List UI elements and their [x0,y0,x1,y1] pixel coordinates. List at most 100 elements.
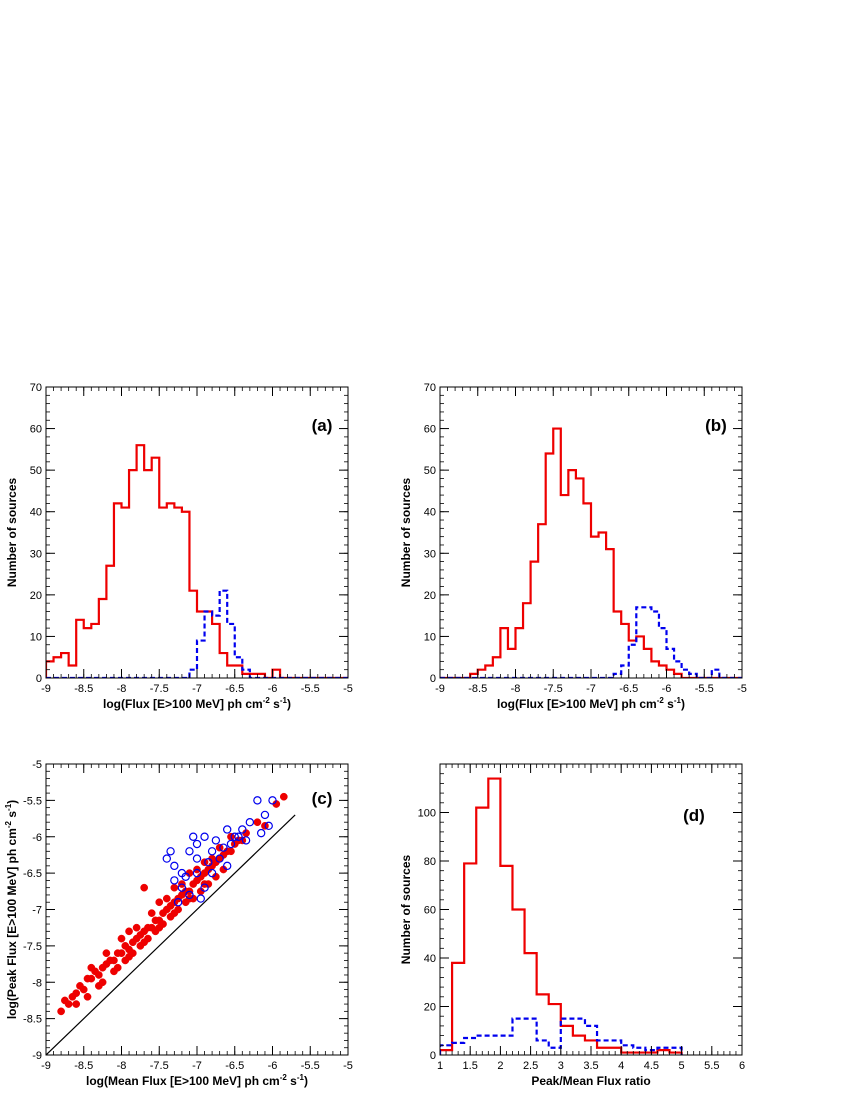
x-tick-label: -5 [737,683,747,695]
x-tick-label: 2.5 [523,1060,538,1072]
scatter-point-open [245,818,255,827]
x-tick-label: -6 [268,683,278,695]
panel-d: 1 1.5 2 2.5 3 3.5 4 4.5 5 5.5 6020406080100Peak/Me… [399,763,745,1088]
histogram-series-dashed [46,589,348,678]
scatter-point-filled [117,949,126,958]
x-axis-label: log(Mean Flux [E>100 MeV] ph cm-2 s-1) [86,1073,308,1088]
x-tick-label: -9 [41,1060,51,1072]
scatter-point-filled [110,956,118,965]
scatter-point-open [222,861,232,871]
scatter-point-open [189,832,198,841]
y-tick-label: 0 [36,673,42,685]
plot-area [46,792,296,1055]
scatter-point-filled [79,985,88,994]
panel-label: (d) [683,806,705,825]
x-tick-label: -7.5 [544,683,563,695]
scatter-point-open [170,876,179,885]
scatter-point-open [268,796,277,805]
x-tick-label: -9 [435,683,445,695]
x-tick-label: 3 [558,1060,564,1072]
panel-label: (c) [312,789,333,808]
y-tick-label: 40 [424,953,436,965]
x-tick-label: 4.5 [644,1060,659,1072]
scatter-point-open [226,839,236,849]
plot-area [440,777,683,1055]
x-tick-label: -5 [343,1060,353,1072]
y-tick-label: -5.5 [23,795,42,807]
scatter-point-filled [64,1000,73,1008]
y-tick-label: 100 [418,808,436,820]
y-tick-label: -5 [32,759,42,771]
scatter-point-open [162,854,171,863]
scatter-point-filled [72,1000,81,1008]
panel-c: -9 -8.5 -8 -7.5 -7 -6.5 -6 -5.5 -5 -9 -8.5 -8 -7.5 -7… [4,759,353,1088]
x-axis-label: log(Flux [E>100 MeV] ph cm-2 s-1) [103,696,291,711]
scatter-point-open [192,868,202,878]
scatter-point-filled [95,971,103,979]
panel-label: (a) [312,416,333,435]
scatter-point-open [177,883,187,892]
y-tick-label: -8.5 [23,1014,42,1026]
scatter-point-filled [162,894,171,903]
scatter-point-filled [279,792,288,801]
scatter-point-filled [113,963,122,972]
scatter-point-open [192,854,202,863]
scatter-point-open [256,828,266,838]
scatter-point-filled [98,978,107,987]
scatter-point-filled [102,949,111,958]
scatter-point-open [215,854,224,863]
y-tick-label: -7 [32,905,42,917]
x-tick-label: -7.5 [150,1060,169,1072]
scatter-point-open [204,858,213,867]
y-axis-label: Number of sources [399,477,413,587]
y-tick-label: -6 [32,832,42,844]
scatter-point-filled [125,927,133,936]
y-tick-label: 80 [424,856,436,868]
histogram-series-solid [440,777,683,1055]
x-tick-label: 3.5 [583,1060,598,1072]
x-tick-label: -6.5 [619,683,638,695]
scatter-point-open [196,894,205,903]
scatter-point-open [200,883,209,892]
x-tick-label: -5.5 [301,1060,320,1072]
y-tick-label: 20 [424,590,436,602]
x-tick-label: 5.5 [704,1060,719,1072]
scatter-point-open [185,847,194,856]
plot-area [46,444,348,678]
y-tick-label: 40 [424,507,436,519]
scatter-point-open [211,836,221,845]
x-tick-label: 4 [618,1060,624,1072]
scatter-point-filled [170,883,179,892]
y-tick-label: 20 [424,1002,436,1014]
x-tick-label: 2 [497,1060,503,1072]
scatter-point-filled [253,818,262,827]
scatter-point-filled [83,992,92,1001]
y-tick-label: 20 [30,590,42,602]
x-tick-label: -6 [268,1060,278,1072]
scatter-point-open [185,890,194,900]
scatter-point-open [200,832,209,841]
plot-frame [45,386,349,679]
scatter-point-filled [132,923,141,932]
x-tick-label: -8 [117,683,127,695]
x-tick-label: -8.5 [74,1060,93,1072]
x-axis-label: Peak/Mean Flux ratio [531,1074,650,1088]
scatter-point-open [192,839,202,849]
histogram-series-dashed [440,1017,683,1055]
x-tick-label: 1.5 [463,1060,478,1072]
panel-label: (b) [705,416,727,435]
scatter-point-filled [155,898,164,907]
x-tick-label: 1 [437,1060,443,1072]
y-tick-label: 0 [430,673,436,685]
scatter-point-filled [72,989,81,998]
panel-a: -9 -8.5 -8 -7.5 -7 -6.5 -6 -5.5 -5 0 10 20 30 40 50 60 7… [5,382,353,711]
x-tick-label: 5 [679,1060,685,1072]
x-tick-label: -7 [586,683,596,695]
y-tick-label: 10 [424,631,436,643]
y-tick-label: -8 [32,977,42,989]
scatter-point-open [241,836,251,845]
y-tick-label: 60 [424,905,436,917]
scatter-point-open [253,796,262,805]
y-axis-label: Number of sources [399,854,413,964]
scatter-point-open [181,872,190,881]
